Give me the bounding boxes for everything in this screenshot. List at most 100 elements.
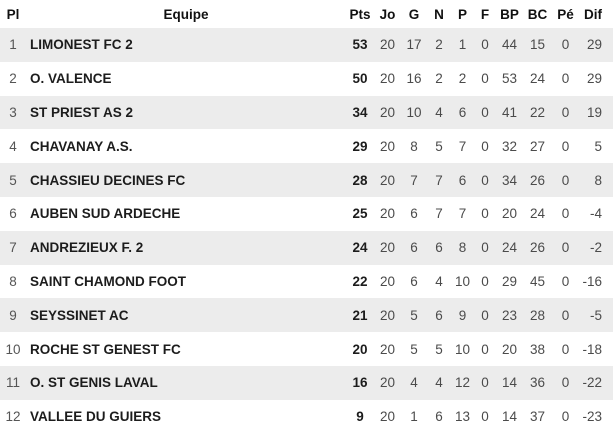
table-row: 12 VALLEE DU GUIERS 9 20 1 6 13 0 14 37 0 -23 — [0, 399, 613, 434]
column-header-bc: BC — [523, 0, 552, 28]
cell-equipe: CHAVANAY A.S. — [30, 138, 133, 154]
cell-f: 0 — [481, 37, 489, 53]
header-row: Pl Equipe Pts Jo G N P F BP BC Pé Dif — [0, 0, 613, 28]
cell-g: 6 — [410, 273, 418, 289]
cell-pl: 9 — [9, 307, 17, 323]
cell-equipe: ST PRIEST AS 2 — [30, 104, 134, 120]
cell-pl: 5 — [9, 172, 17, 188]
cell-n: 2 — [435, 71, 443, 87]
column-header-f: F — [474, 0, 496, 28]
cell-jo: 20 — [379, 172, 396, 188]
cell-f: 0 — [481, 104, 489, 120]
cell-f: 0 — [481, 307, 489, 323]
cell-p: 2 — [458, 71, 467, 87]
cell-bc: 22 — [529, 104, 546, 120]
cell-equipe: SAINT CHAMOND FOOT — [30, 273, 186, 289]
cell-bc: 37 — [529, 409, 546, 425]
cell-pts: 53 — [352, 37, 368, 53]
cell-g: 17 — [406, 37, 422, 53]
table-row: 4 CHAVANAY A.S. 29 20 8 5 7 0 32 27 0 5 — [0, 129, 613, 164]
cell-bp: 23 — [501, 307, 518, 323]
cell-p: 12 — [454, 375, 471, 391]
cell-pts: 25 — [352, 206, 368, 222]
cell-bp: 32 — [501, 138, 518, 154]
standings-body: 1 LIMONEST FC 2 53 20 17 2 1 0 44 15 0 29 2 O. VALENC… — [0, 28, 613, 434]
cell-bc: 24 — [529, 206, 546, 222]
column-header-equipe: Equipe — [26, 0, 346, 28]
cell-f: 0 — [481, 341, 489, 357]
cell-g: 4 — [410, 375, 418, 391]
cell-dif: 29 — [586, 37, 602, 53]
column-header-pe: Pé — [552, 0, 579, 28]
cell-p: 13 — [454, 409, 471, 425]
cell-jo: 20 — [379, 409, 396, 425]
cell-n: 7 — [435, 172, 443, 188]
cell-g: 6 — [410, 240, 418, 256]
cell-dif: -23 — [582, 409, 602, 425]
cell-pl: 10 — [5, 341, 21, 357]
cell-g: 7 — [410, 172, 418, 188]
cell-equipe: O. ST GENIS LAVAL — [30, 375, 158, 391]
cell-bc: 36 — [529, 375, 546, 391]
cell-pe: 0 — [561, 172, 570, 188]
cell-dif: -16 — [582, 273, 602, 289]
cell-bc: 45 — [529, 273, 546, 289]
table-row: 3 ST PRIEST AS 2 34 20 10 4 6 0 41 22 0 19 — [0, 95, 613, 130]
cell-p: 7 — [458, 206, 467, 222]
cell-equipe: CHASSIEU DECINES FC — [30, 172, 186, 188]
cell-bp: 14 — [501, 375, 518, 391]
column-header-jo: Jo — [374, 0, 401, 28]
cell-dif: 5 — [594, 138, 602, 154]
cell-bp: 44 — [501, 37, 518, 53]
column-header-pl: Pl — [0, 0, 26, 28]
cell-n: 6 — [435, 409, 443, 425]
cell-pe: 0 — [561, 37, 570, 53]
cell-jo: 20 — [379, 71, 396, 87]
cell-f: 0 — [481, 409, 489, 425]
cell-pe: 0 — [561, 104, 570, 120]
cell-bp: 34 — [501, 172, 518, 188]
cell-jo: 20 — [379, 37, 396, 53]
cell-equipe: VALLEE DU GUIERS — [30, 409, 162, 425]
cell-dif: 8 — [594, 172, 602, 188]
cell-bp: 20 — [501, 341, 518, 357]
cell-g: 16 — [406, 71, 422, 87]
cell-bp: 41 — [501, 104, 518, 120]
cell-p: 10 — [454, 341, 471, 357]
cell-f: 0 — [481, 71, 489, 87]
column-header-dif: Dif — [579, 0, 613, 28]
cell-n: 6 — [435, 307, 443, 323]
cell-pe: 0 — [561, 307, 570, 323]
cell-pl: 11 — [5, 375, 20, 391]
cell-equipe: SEYSSINET AC — [30, 307, 129, 323]
table-row: 11 O. ST GENIS LAVAL 16 20 4 4 12 0 14 36 0 -22 — [0, 365, 613, 400]
cell-pts: 50 — [352, 71, 368, 87]
cell-pe: 0 — [561, 138, 570, 154]
cell-dif: -4 — [589, 206, 602, 222]
cell-n: 4 — [435, 273, 443, 289]
cell-bc: 27 — [529, 138, 546, 154]
table-row: 1 LIMONEST FC 2 53 20 17 2 1 0 44 15 0 29 — [0, 28, 613, 62]
cell-p: 6 — [458, 172, 467, 188]
cell-n: 4 — [435, 375, 443, 391]
cell-equipe: ROCHE ST GENEST FC — [30, 341, 181, 357]
cell-equipe: LIMONEST FC 2 — [30, 37, 133, 53]
cell-n: 7 — [435, 206, 443, 222]
cell-jo: 20 — [379, 273, 396, 289]
cell-pts: 9 — [356, 409, 364, 425]
cell-n: 2 — [435, 37, 443, 53]
cell-pts: 16 — [352, 375, 368, 391]
cell-pe: 0 — [561, 409, 570, 425]
cell-jo: 20 — [379, 240, 396, 256]
cell-bp: 14 — [501, 409, 518, 425]
column-header-n: N — [427, 0, 451, 28]
cell-dif: -5 — [589, 307, 602, 323]
cell-n: 5 — [435, 341, 443, 357]
table-row: 9 SEYSSINET AC 21 20 5 6 9 0 23 28 0 -5 — [0, 298, 613, 333]
cell-pts: 29 — [352, 138, 368, 154]
cell-pl: 12 — [5, 409, 21, 425]
cell-g: 5 — [410, 307, 418, 323]
cell-f: 0 — [481, 138, 489, 154]
cell-n: 6 — [435, 240, 443, 256]
cell-p: 1 — [458, 37, 467, 53]
